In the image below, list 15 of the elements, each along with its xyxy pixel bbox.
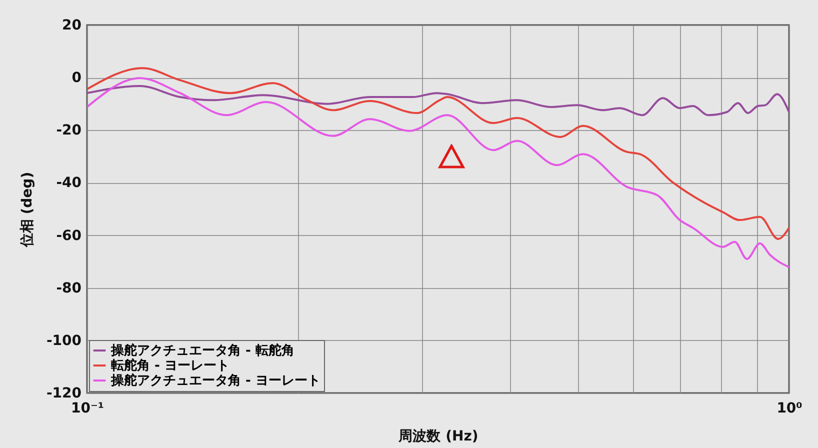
y-tick-label: -60 bbox=[56, 228, 82, 244]
y-tick-label: -20 bbox=[56, 122, 82, 139]
legend-label: 転舵角 - ヨーレート bbox=[110, 358, 230, 374]
x-tick-label: 10⁻¹ bbox=[70, 400, 104, 416]
y-tick-label: -80 bbox=[56, 280, 82, 296]
y-tick-label: -40 bbox=[56, 175, 82, 192]
legend-label: 操舵アクチュエータ角 - 転舵角 bbox=[110, 342, 294, 358]
y-axis-title: 位相 (deg) bbox=[19, 172, 36, 248]
y-tick-label: -100 bbox=[46, 332, 82, 349]
y-tick-label: 20 bbox=[62, 18, 82, 34]
x-tick-label: 10⁰ bbox=[776, 400, 802, 416]
y-tick-label: -120 bbox=[46, 386, 82, 402]
x-axis-title: 周波数 (Hz) bbox=[398, 428, 478, 444]
y-tick-label: 0 bbox=[72, 70, 82, 86]
legend-label: 操舵アクチュエータ角 - ヨーレート bbox=[110, 372, 320, 388]
